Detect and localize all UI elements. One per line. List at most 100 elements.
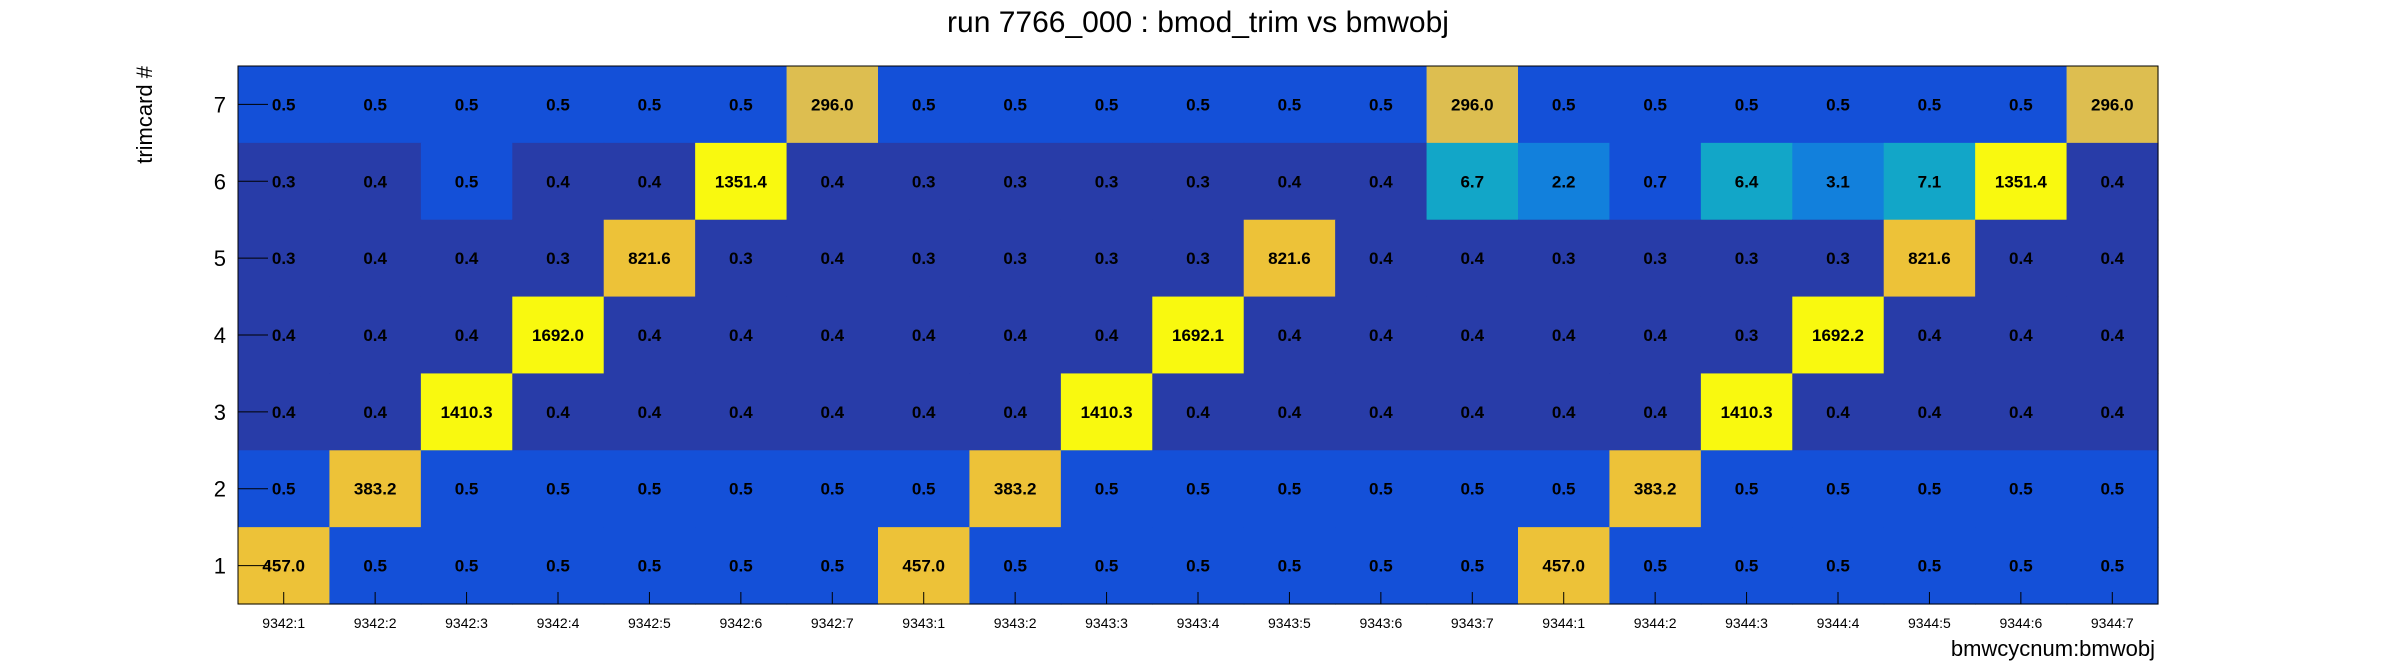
heatmap-cell [1975, 527, 2068, 605]
cell-value-label: 0.5 [1735, 480, 1759, 499]
cell-value-label: 1410.3 [1721, 403, 1773, 422]
cell-value-label: 0.5 [1552, 480, 1576, 499]
heatmap-cell [878, 66, 971, 144]
x-tick-label: 9342:6 [719, 615, 762, 631]
cell-value-label: 0.5 [1735, 95, 1759, 114]
cell-value-label: 0.5 [1460, 480, 1484, 499]
cell-value-label: 0.5 [1826, 557, 1850, 576]
cell-value-label: 0.5 [455, 95, 479, 114]
heatmap-cell [1792, 296, 1885, 375]
x-tick-label: 9343:5 [1268, 615, 1311, 631]
cell-value-label: 0.4 [1369, 249, 1393, 268]
x-tick-label: 9343:7 [1451, 615, 1494, 631]
cell-value-label: 0.4 [729, 326, 753, 345]
cell-value-label: 457.0 [262, 557, 305, 576]
heatmap-cell [1335, 527, 1428, 605]
heatmap-cell [329, 373, 422, 451]
heatmap-cell [878, 296, 971, 375]
cell-value-label: 6.7 [1460, 172, 1484, 191]
heatmap-cell [1518, 450, 1611, 528]
heatmap-cell [2066, 66, 2159, 144]
heatmap-cell [1426, 450, 1519, 528]
cell-value-label: 296.0 [811, 95, 854, 114]
cell-value-label: 6.4 [1735, 172, 1759, 191]
cell-value-label: 457.0 [1542, 557, 1585, 576]
heatmap-cell [1883, 66, 1976, 144]
cell-value-label: 0.5 [363, 95, 387, 114]
cell-value-label: 0.3 [1826, 249, 1850, 268]
heatmap-cell [1609, 450, 1702, 528]
cell-value-label: 0.5 [1186, 480, 1210, 499]
cell-value-label: 821.6 [628, 249, 671, 268]
heatmap-cell [1609, 527, 1702, 605]
x-tick-label: 9342:2 [354, 615, 397, 631]
heatmap-cell [1243, 66, 1336, 144]
cell-value-label: 0.4 [1826, 403, 1850, 422]
heatmap-cell [695, 296, 788, 375]
heatmap-cells [238, 66, 2159, 605]
heatmap-cell [512, 142, 605, 221]
cell-value-label: 0.5 [1186, 95, 1210, 114]
heatmap-cell [1518, 296, 1611, 375]
heatmap-cell [1335, 142, 1428, 221]
cell-value-label: 0.5 [546, 557, 570, 576]
cell-value-label: 0.5 [1003, 95, 1027, 114]
cell-value-label: 0.4 [2100, 326, 2124, 345]
heatmap-cell [1792, 142, 1885, 221]
cell-value-label: 821.6 [1908, 249, 1951, 268]
heatmap-cell [420, 142, 513, 221]
y-tick-label: 2 [214, 477, 226, 502]
cell-value-label: 0.5 [455, 557, 479, 576]
cell-value-label: 0.4 [1369, 172, 1393, 191]
heatmap-cell [1609, 142, 1702, 221]
cell-value-label: 0.5 [729, 95, 753, 114]
cell-value-label: 821.6 [1268, 249, 1311, 268]
x-tick-label: 9344:2 [1634, 615, 1677, 631]
y-axis-title: trimcard # [132, 65, 157, 164]
heatmap-cell [1152, 219, 1245, 298]
cell-value-label: 0.5 [1278, 480, 1302, 499]
y-tick-label: 6 [214, 169, 226, 194]
cell-value-label: 0.4 [1918, 326, 1942, 345]
heatmap-cell [1335, 450, 1428, 528]
cell-value-label: 383.2 [1634, 480, 1677, 499]
heatmap-cell [1060, 373, 1153, 451]
heatmap-cell [1518, 66, 1611, 144]
heatmap-cell [969, 450, 1062, 528]
cell-value-label: 0.4 [820, 172, 844, 191]
cell-value-label: 0.3 [1643, 249, 1667, 268]
cell-value-label: 0.4 [363, 403, 387, 422]
cell-value-label: 0.4 [1278, 172, 1302, 191]
cell-value-label: 0.4 [272, 403, 296, 422]
heatmap-cell [1700, 373, 1793, 451]
cell-value-label: 0.5 [1369, 557, 1393, 576]
cell-value-label: 0.4 [820, 249, 844, 268]
cell-value-label: 0.5 [1918, 557, 1942, 576]
heatmap-cell [329, 66, 422, 144]
cell-value-label: 0.3 [1003, 249, 1027, 268]
heatmap-cell [1335, 66, 1428, 144]
heatmap-cell [969, 142, 1062, 221]
cell-value-label: 0.5 [2009, 95, 2033, 114]
cell-value-label: 0.5 [638, 480, 662, 499]
heatmap-cell [329, 219, 422, 298]
cell-value-label: 0.5 [363, 557, 387, 576]
chart-title: run 7766_000 : bmod_trim vs bmwobj [947, 6, 1449, 39]
heatmap-cell [329, 450, 422, 528]
heatmap-cell [1792, 219, 1885, 298]
heatmap-cell [420, 219, 513, 298]
cell-value-label: 0.4 [455, 249, 479, 268]
heatmap-cell [1792, 66, 1885, 144]
heatmap-cell [786, 527, 879, 605]
heatmap-cell [1700, 527, 1793, 605]
cell-value-label: 0.5 [1369, 480, 1393, 499]
heatmap-cell [1243, 373, 1336, 451]
cell-value-label: 0.4 [1918, 403, 1942, 422]
y-tick-label: 7 [214, 92, 226, 117]
heatmap-cell [1060, 527, 1153, 605]
heatmap-cell [1243, 450, 1336, 528]
cell-value-label: 0.4 [638, 403, 662, 422]
heatmap-cell [1426, 373, 1519, 451]
cell-value-label: 0.5 [1643, 95, 1667, 114]
cell-value-label: 0.4 [2100, 172, 2124, 191]
